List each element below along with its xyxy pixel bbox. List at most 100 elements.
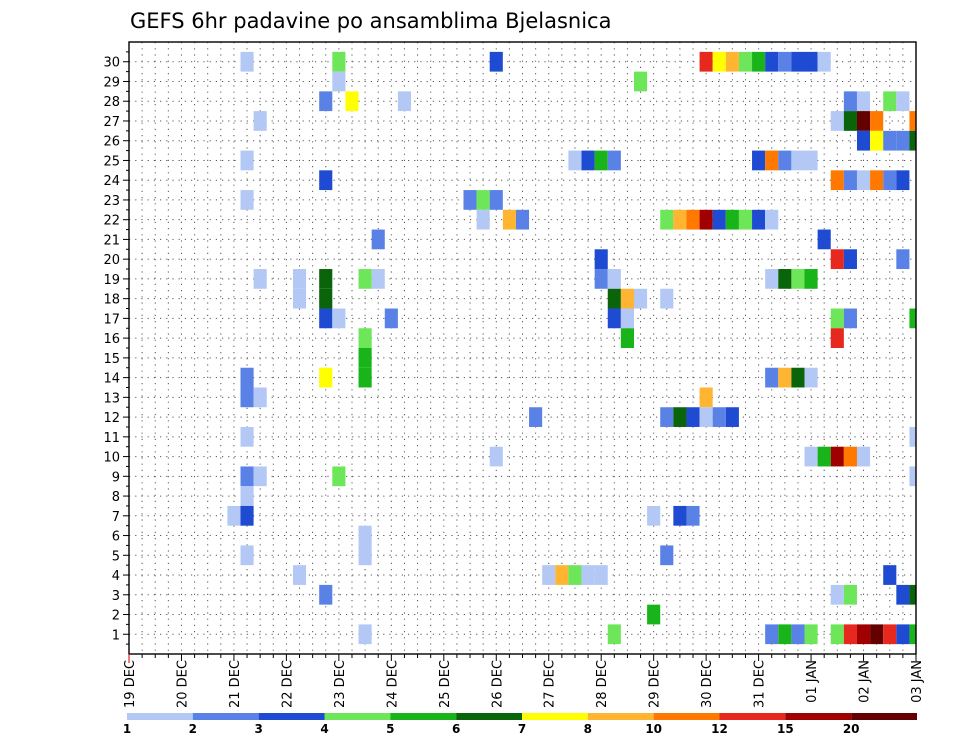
y-tick-label: 18 <box>103 293 120 308</box>
x-tick-label: 20 DEC <box>175 660 190 708</box>
data-cell <box>633 288 648 309</box>
data-cell <box>240 387 254 408</box>
data-cell <box>253 387 267 408</box>
data-cell <box>843 624 857 645</box>
data-cell <box>332 466 346 487</box>
legend-swatch <box>324 713 391 720</box>
data-cell <box>607 150 621 171</box>
y-tick-label: 23 <box>103 194 120 209</box>
data-cell <box>856 130 871 151</box>
data-cell <box>712 407 726 427</box>
data-cell <box>883 130 897 151</box>
y-tick-label: 5 <box>112 549 120 564</box>
data-cell <box>725 407 739 427</box>
data-cell <box>843 249 857 270</box>
legend-swatch <box>258 713 325 720</box>
data-cell <box>319 269 333 289</box>
grid-lines <box>129 42 916 654</box>
legend-swatch <box>653 713 720 720</box>
data-cell <box>240 51 254 72</box>
data-cell <box>476 209 490 230</box>
data-cell <box>319 367 333 388</box>
data-cell <box>240 190 254 210</box>
legend-label: 20 <box>843 722 860 736</box>
x-tick-label: 02 JAN <box>858 660 873 703</box>
data-cell <box>555 565 569 585</box>
data-cell <box>752 150 766 171</box>
legend-label: 10 <box>645 722 662 736</box>
y-tick-label: 25 <box>103 154 120 169</box>
data-cell <box>804 367 818 388</box>
data-cell <box>699 387 713 408</box>
data-cell <box>358 269 372 289</box>
data-cell <box>332 308 346 329</box>
legend-label: 15 <box>777 722 794 736</box>
x-tick-label: 30 DEC <box>700 660 715 708</box>
legend-swatch <box>719 713 786 720</box>
chart-title: GEFS 6hr padavine po ansamblima Bjelasni… <box>130 9 611 33</box>
y-tick-label: 16 <box>103 332 120 347</box>
data-cell <box>856 170 871 191</box>
data-cell <box>778 269 792 289</box>
data-cell <box>738 51 753 72</box>
y-tick-label: 6 <box>112 530 120 545</box>
y-tick-label: 3 <box>112 589 120 604</box>
data-cell <box>765 150 779 171</box>
y-tick-label: 29 <box>103 75 120 90</box>
data-cell <box>358 624 372 645</box>
data-cell <box>752 209 766 230</box>
data-cell <box>817 446 831 467</box>
data-cell <box>778 150 792 171</box>
y-tick-label: 9 <box>112 470 120 485</box>
legend-swatch <box>456 713 522 720</box>
data-cell <box>660 545 674 566</box>
y-tick-label: 20 <box>103 253 120 268</box>
legend-swatch <box>851 713 917 720</box>
y-tick-label: 12 <box>103 411 120 426</box>
data-cell <box>240 545 254 566</box>
data-cell <box>594 269 608 289</box>
y-tick-label: 24 <box>103 174 120 189</box>
x-tick-label: 23 DEC <box>333 660 348 708</box>
data-cell <box>240 426 254 447</box>
data-cell <box>830 249 844 270</box>
data-cell <box>765 51 779 72</box>
y-tick-label: 21 <box>103 233 120 248</box>
y-tick-label: 27 <box>103 115 120 130</box>
legend-swatch <box>587 713 654 720</box>
data-cell <box>909 584 916 605</box>
data-cell <box>870 170 884 191</box>
data-cell <box>529 407 543 427</box>
data-cell <box>371 229 385 250</box>
x-tick-label: 31 DEC <box>753 660 768 708</box>
data-cell <box>804 150 818 171</box>
data-cell <box>240 486 254 506</box>
x-tick-label: 26 DEC <box>490 660 505 708</box>
data-cell <box>843 446 857 467</box>
y-axis: 1234567891011121314151617181920212223242… <box>103 51 129 645</box>
data-cell <box>856 624 871 645</box>
data-cell <box>358 348 372 368</box>
data-cell <box>633 71 648 92</box>
data-cell <box>883 170 897 191</box>
y-tick-label: 13 <box>103 391 120 406</box>
data-cell <box>489 446 503 467</box>
data-cell <box>830 446 844 467</box>
data-cell <box>358 545 372 566</box>
y-tick-label: 10 <box>103 451 120 466</box>
data-cell <box>843 584 857 605</box>
data-cell <box>607 288 621 309</box>
data-cell <box>568 565 582 585</box>
data-cell <box>909 466 916 487</box>
data-cell <box>765 624 779 645</box>
legend-swatch <box>785 713 852 720</box>
data-cell <box>673 407 687 427</box>
legend-swatch <box>390 713 457 720</box>
data-cell <box>896 624 910 645</box>
data-cell <box>594 565 608 585</box>
data-cell <box>686 505 700 526</box>
data-cell <box>883 565 897 585</box>
legend-swatch <box>192 713 259 720</box>
y-tick-label: 22 <box>103 214 120 229</box>
y-tick-label: 8 <box>112 490 120 505</box>
